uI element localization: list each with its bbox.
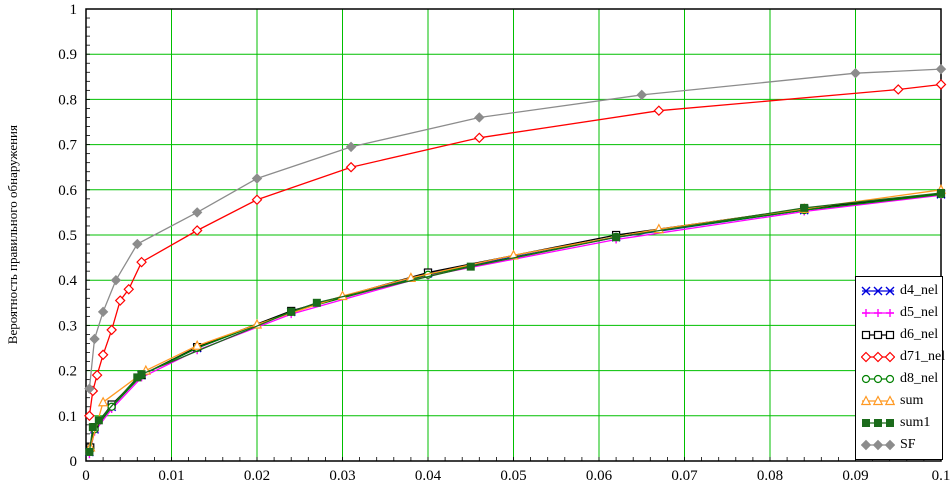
series-line-sum [89, 189, 942, 448]
series-line-SF [88, 68, 942, 389]
legend-item-d6_nel: d6_nel [861, 324, 938, 346]
series-markers-d6_nel [86, 189, 946, 452]
legend-label: sum1 [900, 415, 931, 430]
legend-item-d5_nel: d5_nel [861, 302, 938, 324]
square-filled-legend-marker-icon [862, 419, 894, 427]
x-tick-label: 0.06 [586, 468, 613, 484]
plot-border [85, 8, 942, 462]
legend-label: d5_nel [900, 305, 939, 320]
y-tick-label: 0.3 [58, 318, 77, 334]
legend-item-d4_nel: d4_nel [861, 280, 938, 302]
square-open-legend-marker-icon [861, 330, 895, 340]
series-line-sum1 [88, 192, 942, 453]
x-tick-label: 0 [82, 468, 90, 484]
x-legend-marker-icon [861, 286, 895, 296]
diamond-open-legend-marker-icon [861, 351, 895, 363]
series-markers-SF [84, 63, 947, 394]
x-tick-label: 0.09 [842, 468, 868, 484]
y-axis-title-wrap: Вероятность правильного обнаружения [0, 9, 26, 461]
y-tick-label: 1 [70, 2, 78, 18]
series-line-d6_nel [89, 192, 942, 448]
series-line-d4_nel [88, 193, 942, 453]
x-tick-label: 0.02 [244, 468, 270, 484]
series-markers-d8_nel [86, 190, 946, 454]
diamond-filled-legend-marker-icon [861, 439, 895, 451]
x-tick-label: 0.08 [757, 468, 783, 484]
series-markers-sum [85, 184, 947, 452]
x-tick-label: 0.05 [500, 468, 526, 484]
legend-item-sum: sum [861, 390, 938, 412]
y-tick-label: 0.4 [58, 273, 77, 289]
legend-label: d6_nel [900, 327, 939, 342]
y-tick-label: 0.5 [58, 228, 77, 244]
y-tick-label: 0 [70, 454, 78, 470]
series-markers-d5_nel [85, 191, 945, 459]
x-tick-label: 0.04 [415, 468, 442, 484]
y-tick-label: 0.9 [58, 47, 77, 63]
legend-label: d8_nel [900, 371, 939, 386]
series-markers-d71_nel [84, 79, 947, 422]
y-tick-label: 0.1 [58, 409, 77, 425]
x-tick-label: 0.01 [158, 468, 184, 484]
legend-label: d71_nel [900, 349, 946, 364]
series-line-d8_nel [89, 193, 942, 450]
y-tick-label: 0.2 [58, 364, 77, 380]
series-line-d71_nel [88, 83, 942, 416]
x-tick-label: 0.07 [671, 468, 698, 484]
legend-item-sum1: sum1 [861, 412, 938, 434]
y-tick-label: 0.6 [58, 183, 77, 199]
legend-label: d4_nel [900, 283, 939, 298]
y-axis-title: Вероятность правильного обнаружения [5, 125, 20, 345]
series-line-d5_nel [88, 194, 942, 455]
legend-label: sum [900, 393, 924, 408]
legend-item-d8_nel: d8_nel [861, 368, 938, 390]
y-tick-label: 0.7 [58, 138, 77, 154]
circle-open-legend-marker-icon [861, 374, 895, 384]
triangle-open-legend-marker-icon [861, 395, 895, 406]
legend-item-SF: SF [861, 434, 938, 456]
legend-label: SF [900, 437, 916, 452]
series-markers-sum1 [85, 188, 945, 456]
y-tick-label: 0.8 [58, 92, 77, 108]
x-tick-label: 0.1 [932, 468, 951, 484]
x-tick-label: 0.03 [329, 468, 355, 484]
legend-item-d71_nel: d71_nel [861, 346, 945, 368]
plus-legend-marker-icon [862, 309, 894, 317]
